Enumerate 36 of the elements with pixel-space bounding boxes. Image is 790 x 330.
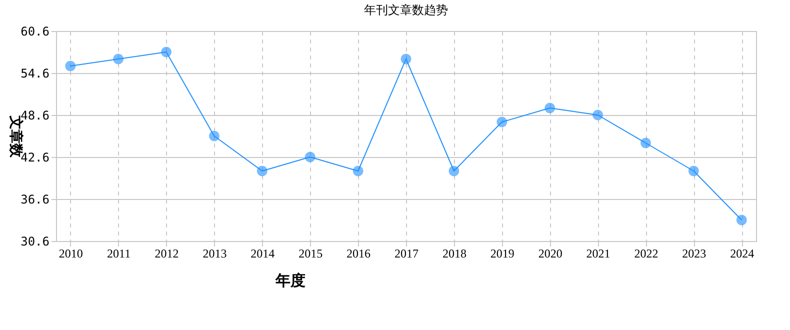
x-tick-label: 2011: [107, 246, 131, 260]
point: [256, 166, 268, 176]
y-tick-label: 30.6: [20, 234, 50, 248]
x-tick-label: 2012: [154, 246, 179, 260]
point: [161, 46, 172, 58]
x-tick-label: 2016: [346, 246, 371, 260]
x-tick-label: 2015: [298, 246, 323, 260]
point: [448, 166, 460, 176]
point: [304, 152, 316, 162]
x-tick-label: 2022: [634, 246, 658, 260]
x-tick-label: 2010: [58, 246, 83, 260]
point: [496, 116, 508, 128]
x-tick-label: 2018: [442, 246, 466, 260]
y-tick-label: 36.6: [20, 192, 50, 206]
point: [208, 130, 220, 142]
x-tick-label: 2021: [586, 246, 610, 260]
y-tick-label: 54.6: [20, 66, 50, 80]
x-tick-label: 2020: [538, 246, 562, 260]
x-tick-label: 2019: [490, 246, 514, 260]
x-tick-label: 2023: [682, 246, 706, 260]
point: [592, 110, 604, 120]
y-tick-label: 60.6: [20, 24, 50, 38]
point: [400, 54, 412, 64]
x-axis-title: 年度: [274, 272, 306, 290]
point: [352, 166, 364, 176]
x-tick-label: 2017: [394, 246, 418, 260]
point: [544, 102, 556, 114]
chart-title: 年刊文章数趋势: [364, 3, 448, 17]
x-tick-label: 2014: [250, 246, 275, 260]
point: [688, 166, 699, 176]
point: [65, 60, 76, 72]
x-tick-label: 2024: [730, 246, 754, 260]
point: [736, 214, 747, 226]
x-tick-label: 2013: [202, 246, 227, 260]
point: [113, 54, 124, 64]
point: [640, 138, 651, 148]
